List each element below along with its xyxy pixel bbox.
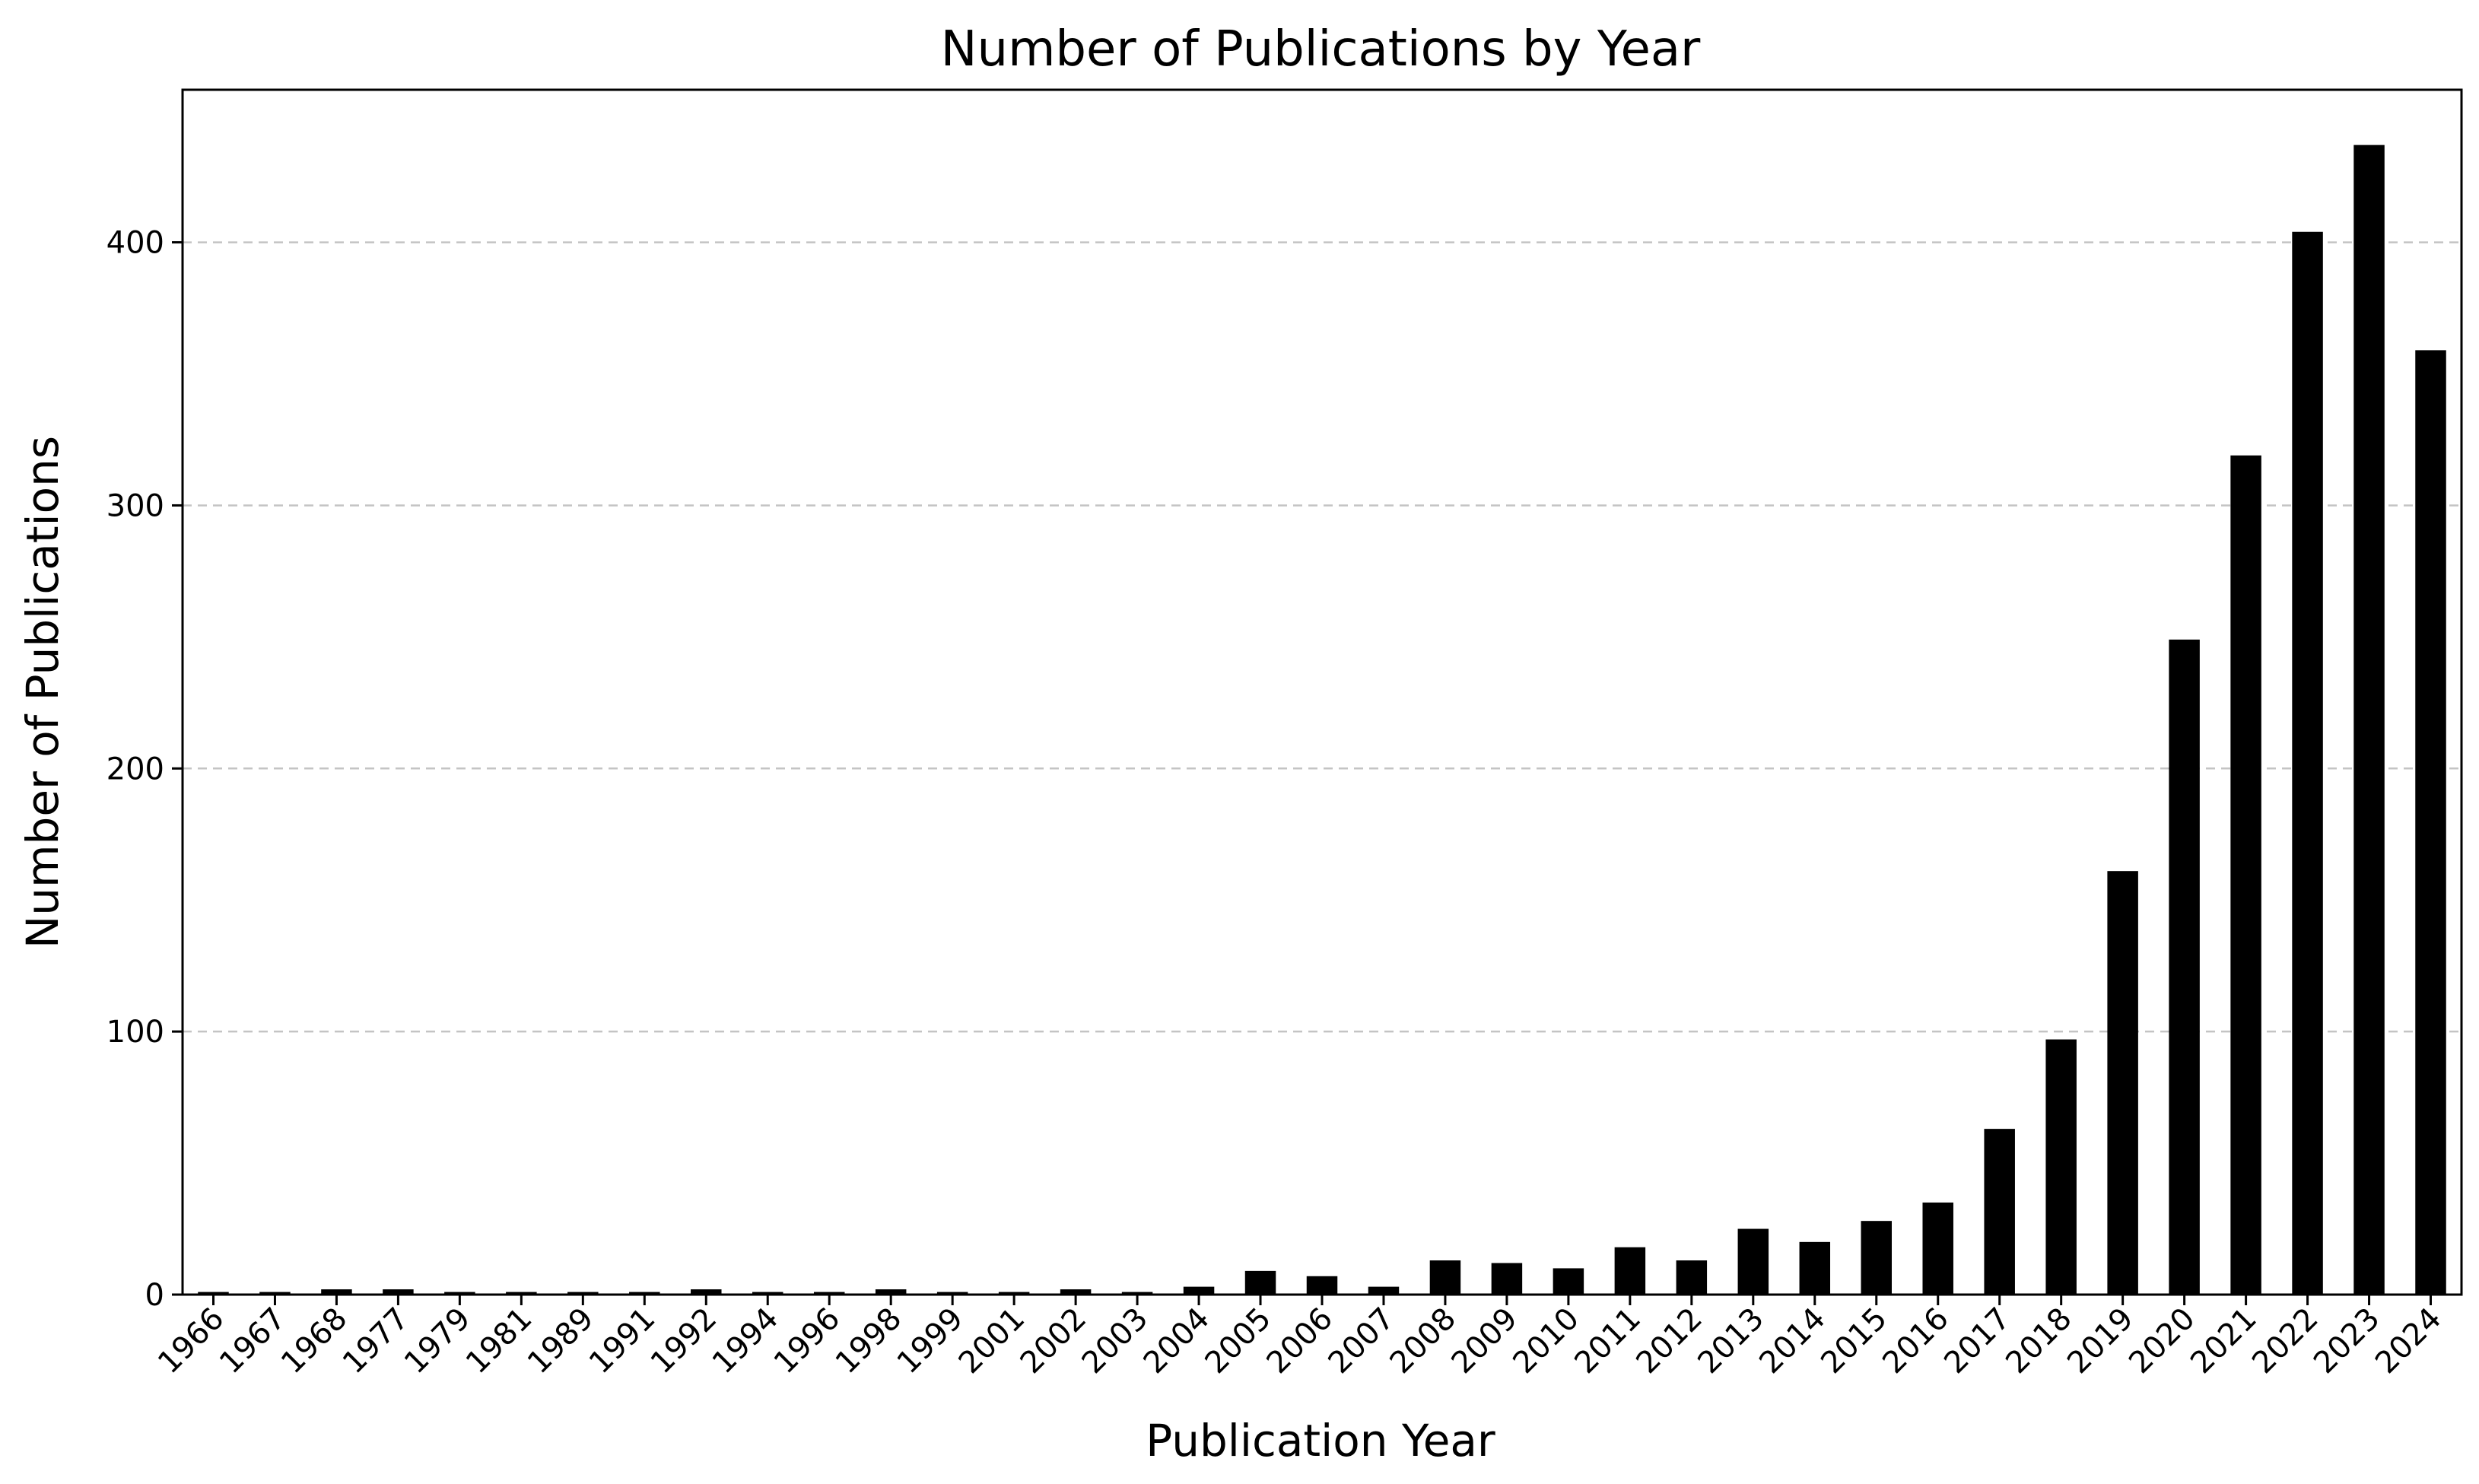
bar-2004: [1183, 1286, 1215, 1295]
x-tick-label: 1989: [521, 1301, 601, 1381]
bar-2011: [1614, 1247, 1646, 1295]
x-tick-label: 1992: [644, 1301, 724, 1381]
x-tick-label: 1999: [891, 1301, 971, 1381]
bar-2008: [1429, 1260, 1461, 1295]
x-tick-label: 2012: [1629, 1301, 1709, 1381]
bar-2021: [2230, 455, 2261, 1295]
bar-2014: [1799, 1241, 1831, 1295]
x-tick-label: 2003: [1076, 1301, 1155, 1381]
x-tick-label: 2016: [1876, 1301, 1956, 1381]
x-tick-label: 1968: [275, 1301, 354, 1381]
bar-1977: [383, 1289, 414, 1295]
x-tick-label: 1996: [768, 1301, 847, 1381]
x-tick-label: 2019: [2061, 1301, 2141, 1381]
bar-1996: [813, 1292, 845, 1295]
bar-1968: [321, 1289, 352, 1295]
x-tick-label: 2024: [2369, 1301, 2449, 1381]
y-tick-label: 0: [145, 1278, 164, 1313]
x-axis-ticks: 1966196719681977197919811989199119921994…: [151, 1295, 2449, 1381]
x-tick-label: 1967: [213, 1301, 293, 1381]
x-tick-label: 2007: [1322, 1301, 1402, 1381]
bar-2015: [1861, 1221, 1892, 1295]
bar-2023: [2353, 145, 2385, 1295]
bar-1999: [936, 1292, 968, 1295]
bar-2009: [1491, 1263, 1523, 1295]
x-tick-label: 2004: [1137, 1301, 1217, 1381]
bar-2020: [2169, 639, 2200, 1295]
x-tick-label: 2008: [1384, 1301, 1464, 1381]
bar-1992: [691, 1289, 722, 1295]
y-tick-label: 200: [106, 752, 164, 786]
x-tick-label: 2015: [1814, 1301, 1894, 1381]
bar-2010: [1553, 1268, 1584, 1295]
bar-2007: [1368, 1286, 1400, 1295]
y-axis-label: Number of Publications: [17, 436, 68, 949]
x-tick-label: 2023: [2307, 1301, 2387, 1381]
bar-1998: [875, 1289, 907, 1295]
bar-2001: [998, 1292, 1030, 1295]
x-tick-label: 1966: [151, 1301, 231, 1381]
x-tick-label: 2009: [1444, 1301, 1524, 1381]
y-tick-label: 300: [106, 488, 164, 523]
x-tick-label: 2018: [1999, 1301, 2079, 1381]
bar-1991: [629, 1292, 660, 1295]
bar-1981: [506, 1292, 537, 1295]
x-tick-label: 2014: [1753, 1301, 1832, 1381]
bar-2017: [1984, 1129, 2015, 1295]
bar-2024: [2415, 350, 2446, 1295]
bar-1966: [198, 1292, 229, 1295]
x-tick-label: 2006: [1260, 1301, 1340, 1381]
bar-1967: [259, 1292, 291, 1295]
bars: [198, 145, 2446, 1295]
chart-title: Number of Publications by Year: [941, 21, 1701, 78]
x-axis-label: Publication Year: [1146, 1415, 1495, 1467]
bar-2003: [1121, 1292, 1153, 1295]
x-tick-label: 2013: [1691, 1301, 1771, 1381]
x-tick-label: 1977: [336, 1301, 416, 1381]
x-tick-label: 2021: [2184, 1301, 2264, 1381]
x-tick-label: 1998: [829, 1301, 909, 1381]
bar-2019: [2107, 871, 2138, 1295]
x-tick-label: 2010: [1506, 1301, 1586, 1381]
x-tick-label: 1981: [459, 1301, 539, 1381]
x-tick-label: 2017: [1937, 1301, 2017, 1381]
bar-1979: [444, 1292, 475, 1295]
bar-1994: [752, 1292, 783, 1295]
x-tick-label: 2022: [2245, 1301, 2325, 1381]
x-tick-label: 2020: [2122, 1301, 2202, 1381]
x-tick-label: 2011: [1568, 1301, 1648, 1381]
x-tick-label: 2001: [952, 1301, 1032, 1381]
bar-1989: [567, 1292, 599, 1295]
bar-2016: [1922, 1202, 1953, 1295]
x-tick-label: 2002: [1014, 1301, 1094, 1381]
x-tick-label: 1994: [706, 1301, 786, 1381]
bar-2002: [1060, 1289, 1092, 1295]
y-axis-ticks: 0 100 200 300 400: [106, 226, 183, 1313]
bar-2013: [1737, 1228, 1769, 1295]
x-tick-label: 1991: [583, 1301, 663, 1381]
bar-2005: [1244, 1270, 1276, 1295]
bar-2018: [2045, 1039, 2077, 1295]
x-tick-label: 2005: [1199, 1301, 1279, 1381]
bar-2012: [1676, 1260, 1708, 1295]
bar-2006: [1306, 1276, 1338, 1295]
x-tick-label: 1979: [398, 1301, 478, 1381]
y-tick-label: 400: [106, 226, 164, 261]
y-tick-label: 100: [106, 1015, 164, 1050]
bar-2022: [2292, 231, 2323, 1295]
